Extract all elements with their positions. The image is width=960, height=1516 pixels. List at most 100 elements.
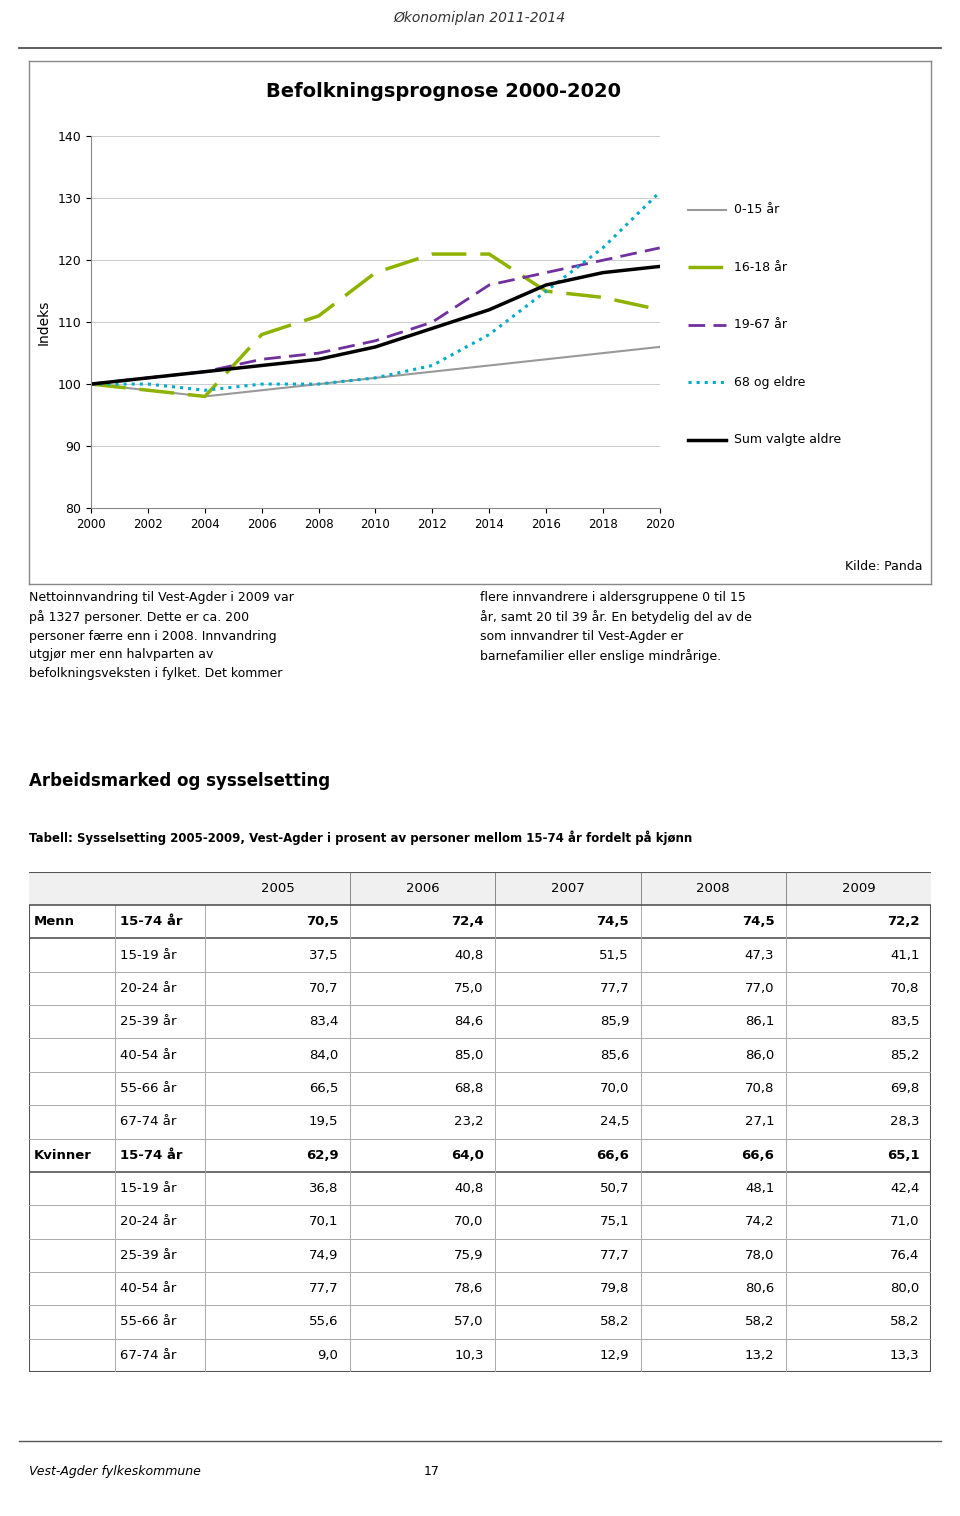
Text: 17: 17	[424, 1464, 440, 1478]
Text: 40,8: 40,8	[454, 949, 484, 961]
Text: 15-74 år: 15-74 år	[120, 916, 182, 928]
Text: 74,5: 74,5	[596, 916, 629, 928]
Text: Befolkningsprognose 2000-2020: Befolkningsprognose 2000-2020	[267, 82, 621, 100]
Text: 68 og eldre: 68 og eldre	[733, 376, 805, 388]
Text: 12,9: 12,9	[599, 1349, 629, 1361]
Text: 68,8: 68,8	[454, 1082, 484, 1095]
Text: 58,2: 58,2	[890, 1316, 920, 1328]
Text: 36,8: 36,8	[309, 1182, 339, 1195]
Text: Kilde: Panda: Kilde: Panda	[845, 561, 923, 573]
Text: 83,4: 83,4	[309, 1016, 339, 1028]
Text: 42,4: 42,4	[890, 1182, 920, 1195]
Text: 20-24 år: 20-24 år	[120, 982, 177, 994]
Text: 70,1: 70,1	[309, 1216, 339, 1228]
Text: 77,7: 77,7	[599, 1249, 629, 1261]
Bar	[29, 872, 931, 905]
Text: 19-67 år: 19-67 år	[733, 318, 786, 332]
Text: 77,7: 77,7	[309, 1283, 339, 1295]
Text: 70,5: 70,5	[306, 916, 339, 928]
Text: 51,5: 51,5	[599, 949, 629, 961]
Text: 85,2: 85,2	[890, 1049, 920, 1061]
Text: 2006: 2006	[406, 882, 440, 894]
Text: 27,1: 27,1	[745, 1116, 775, 1128]
Text: 85,0: 85,0	[454, 1049, 484, 1061]
Text: 0-15 år: 0-15 år	[733, 203, 779, 217]
Text: 66,6: 66,6	[596, 1149, 629, 1161]
Text: Menn: Menn	[34, 916, 74, 928]
Text: 77,7: 77,7	[599, 982, 629, 994]
Text: 75,0: 75,0	[454, 982, 484, 994]
Text: 23,2: 23,2	[454, 1116, 484, 1128]
Text: 40,8: 40,8	[454, 1182, 484, 1195]
Text: 70,0: 70,0	[600, 1082, 629, 1095]
Text: 25-39 år: 25-39 år	[120, 1249, 177, 1261]
Text: 41,1: 41,1	[890, 949, 920, 961]
Text: 55-66 år: 55-66 år	[120, 1082, 177, 1095]
Text: 10,3: 10,3	[454, 1349, 484, 1361]
Text: 80,6: 80,6	[745, 1283, 775, 1295]
Text: 64,0: 64,0	[451, 1149, 484, 1161]
Text: 62,9: 62,9	[306, 1149, 339, 1161]
Text: Kvinner: Kvinner	[34, 1149, 91, 1161]
Text: 25-39 år: 25-39 år	[120, 1016, 177, 1028]
Text: 20-24 år: 20-24 år	[120, 1216, 177, 1228]
Text: 65,1: 65,1	[887, 1149, 920, 1161]
Text: 57,0: 57,0	[454, 1316, 484, 1328]
Text: 75,1: 75,1	[599, 1216, 629, 1228]
Text: Tabell: Sysselsetting 2005-2009, Vest-Agder i prosent av personer mellom 15-74 å: Tabell: Sysselsetting 2005-2009, Vest-Ag…	[29, 831, 692, 844]
Text: 85,6: 85,6	[600, 1049, 629, 1061]
Text: 86,1: 86,1	[745, 1016, 775, 1028]
Text: 37,5: 37,5	[309, 949, 339, 961]
Text: Vest-Agder fylkeskommune: Vest-Agder fylkeskommune	[29, 1464, 201, 1478]
Text: 15-74 år: 15-74 år	[120, 1149, 182, 1161]
Text: Arbeidsmarked og sysselsetting: Arbeidsmarked og sysselsetting	[29, 772, 330, 790]
Text: 15-19 år: 15-19 år	[120, 949, 177, 961]
Text: 19,5: 19,5	[309, 1116, 339, 1128]
Text: 74,9: 74,9	[309, 1249, 339, 1261]
Text: 86,0: 86,0	[745, 1049, 775, 1061]
Text: 78,0: 78,0	[745, 1249, 775, 1261]
Text: 83,5: 83,5	[890, 1016, 920, 1028]
Text: 74,2: 74,2	[745, 1216, 775, 1228]
Text: 28,3: 28,3	[890, 1116, 920, 1128]
Text: 55,6: 55,6	[309, 1316, 339, 1328]
Text: 80,0: 80,0	[890, 1283, 920, 1295]
Text: 47,3: 47,3	[745, 949, 775, 961]
Text: 40-54 år: 40-54 år	[120, 1283, 177, 1295]
Text: 24,5: 24,5	[599, 1116, 629, 1128]
Text: Økonomiplan 2011-2014: Økonomiplan 2011-2014	[394, 11, 566, 24]
Text: 70,7: 70,7	[309, 982, 339, 994]
Text: flere innvandrere i aldersgruppene 0 til 15
år, samt 20 til 39 år. En betydelig : flere innvandrere i aldersgruppene 0 til…	[480, 591, 752, 662]
Text: 9,0: 9,0	[318, 1349, 339, 1361]
Text: 58,2: 58,2	[745, 1316, 775, 1328]
Text: 13,2: 13,2	[745, 1349, 775, 1361]
Text: 74,5: 74,5	[742, 916, 775, 928]
Text: Nettoinnvandring til Vest-Agder i 2009 var
på 1327 personer. Dette er ca. 200
pe: Nettoinnvandring til Vest-Agder i 2009 v…	[29, 591, 294, 679]
Text: 67-74 år: 67-74 år	[120, 1349, 177, 1361]
Text: 2008: 2008	[696, 882, 731, 894]
Text: 78,6: 78,6	[454, 1283, 484, 1295]
Text: 79,8: 79,8	[600, 1283, 629, 1295]
Text: 76,4: 76,4	[890, 1249, 920, 1261]
Text: 2009: 2009	[842, 882, 876, 894]
Text: 48,1: 48,1	[745, 1182, 775, 1195]
Text: 69,8: 69,8	[890, 1082, 920, 1095]
Text: 58,2: 58,2	[599, 1316, 629, 1328]
Text: 72,2: 72,2	[887, 916, 920, 928]
Text: 70,0: 70,0	[454, 1216, 484, 1228]
Text: 66,6: 66,6	[741, 1149, 775, 1161]
Text: 50,7: 50,7	[599, 1182, 629, 1195]
Text: 67-74 år: 67-74 år	[120, 1116, 177, 1128]
Text: 2005: 2005	[260, 882, 295, 894]
Text: 13,3: 13,3	[890, 1349, 920, 1361]
Y-axis label: Indeks: Indeks	[36, 300, 51, 344]
Text: 15-19 år: 15-19 år	[120, 1182, 177, 1195]
Text: 2007: 2007	[551, 882, 585, 894]
Text: 72,4: 72,4	[451, 916, 484, 928]
Text: 70,8: 70,8	[745, 1082, 775, 1095]
Text: 70,8: 70,8	[890, 982, 920, 994]
Text: 75,9: 75,9	[454, 1249, 484, 1261]
Text: 55-66 år: 55-66 år	[120, 1316, 177, 1328]
Text: 71,0: 71,0	[890, 1216, 920, 1228]
Text: 84,0: 84,0	[309, 1049, 339, 1061]
